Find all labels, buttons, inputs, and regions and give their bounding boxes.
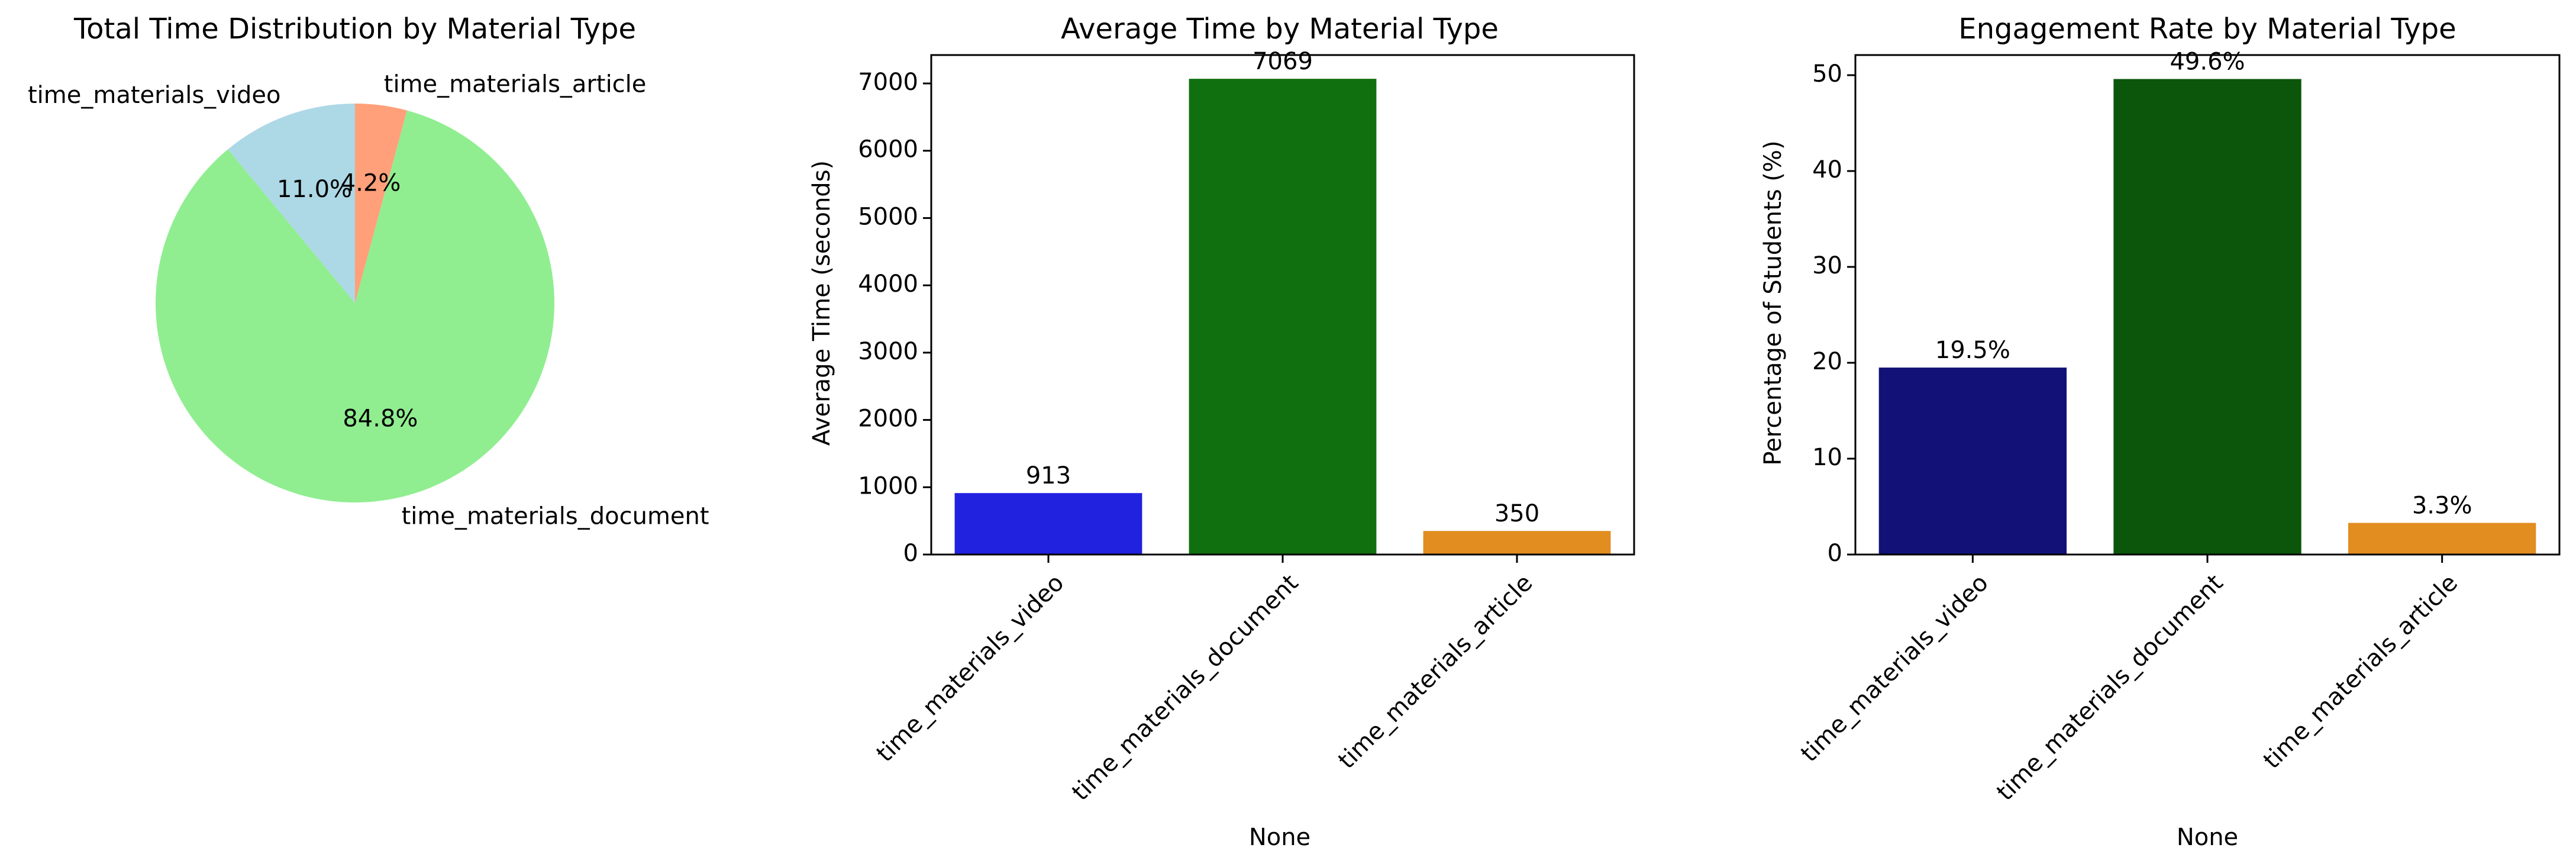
engagement-bars: 19.5% 49.6% 3.3%	[1878, 48, 2536, 555]
pie-chart-panel: Total Time Distribution by Material Type…	[28, 12, 709, 530]
y-tick-label: 5000	[858, 203, 918, 230]
y-tick-label: 0	[903, 540, 918, 567]
pie-pct-label-document: 84.8%	[343, 405, 418, 433]
bar-value-label-document: 7069	[1253, 48, 1313, 75]
bar-value-label-document: 49.6%	[2170, 48, 2245, 75]
avg-time-x-axis-label: None	[1249, 824, 1310, 851]
y-tick-label: 40	[1812, 156, 1842, 183]
bar-video	[1878, 368, 2067, 555]
y-tick-label: 6000	[858, 136, 918, 163]
y-tick-label: 2000	[858, 405, 918, 433]
y-tick-label: 3000	[858, 338, 918, 365]
engagement-y-axis-label: Percentage of Students (%)	[1760, 140, 1787, 465]
y-tick-label: 20	[1812, 348, 1842, 375]
y-tick-label: 10	[1812, 444, 1842, 471]
y-tick-label: 7000	[858, 69, 918, 96]
pie-slice-article	[355, 104, 407, 303]
bar-document	[2113, 79, 2301, 555]
y-tick-label: 0	[1828, 540, 1842, 567]
pie-pct-label-article: 4.2%	[341, 170, 401, 197]
bar-value-label-article: 3.3%	[2412, 492, 2472, 520]
y-tick-label: 1000	[858, 472, 918, 499]
pie-category-label-article: time_materials_article	[384, 71, 647, 98]
pie-category-label-video: time_materials_video	[28, 82, 280, 109]
pie-labels: 11.0% time_materials_video 84.8% time_mater…	[28, 71, 709, 530]
avg-time-y-axis-label: Average Time (seconds)	[808, 160, 835, 446]
bar-article	[2348, 523, 2536, 555]
pie-pct-label-video: 11.0%	[277, 176, 352, 203]
pie-slices	[156, 104, 554, 502]
pie-slice-document	[156, 110, 554, 502]
axes-frame	[1854, 54, 2561, 556]
bar-document	[1189, 79, 1377, 555]
pie-chart-title: Total Time Distribution by Material Type	[73, 12, 636, 46]
bar-value-label-video: 19.5%	[1935, 337, 2010, 364]
bar-value-label-video: 913	[1026, 462, 1071, 489]
axes-frame	[930, 54, 1635, 556]
y-tick-label: 50	[1812, 60, 1842, 88]
pie-category-label-document: time_materials_document	[402, 502, 709, 530]
engagement-x-axis-label: None	[2177, 824, 2238, 851]
avg-time-chart-title: Average Time by Material Type	[1061, 12, 1499, 46]
bar-video	[954, 493, 1142, 555]
y-tick-label: 30	[1812, 252, 1842, 279]
bar-article	[1423, 531, 1611, 555]
pie-slice-video	[228, 104, 355, 303]
bar-value-label-article: 350	[1494, 500, 1539, 527]
y-tick-label: 4000	[858, 270, 918, 298]
engagement-chart-title: Engagement Rate by Material Type	[1958, 12, 2456, 46]
avg-time-bars: 913 7069 350	[954, 48, 1611, 555]
